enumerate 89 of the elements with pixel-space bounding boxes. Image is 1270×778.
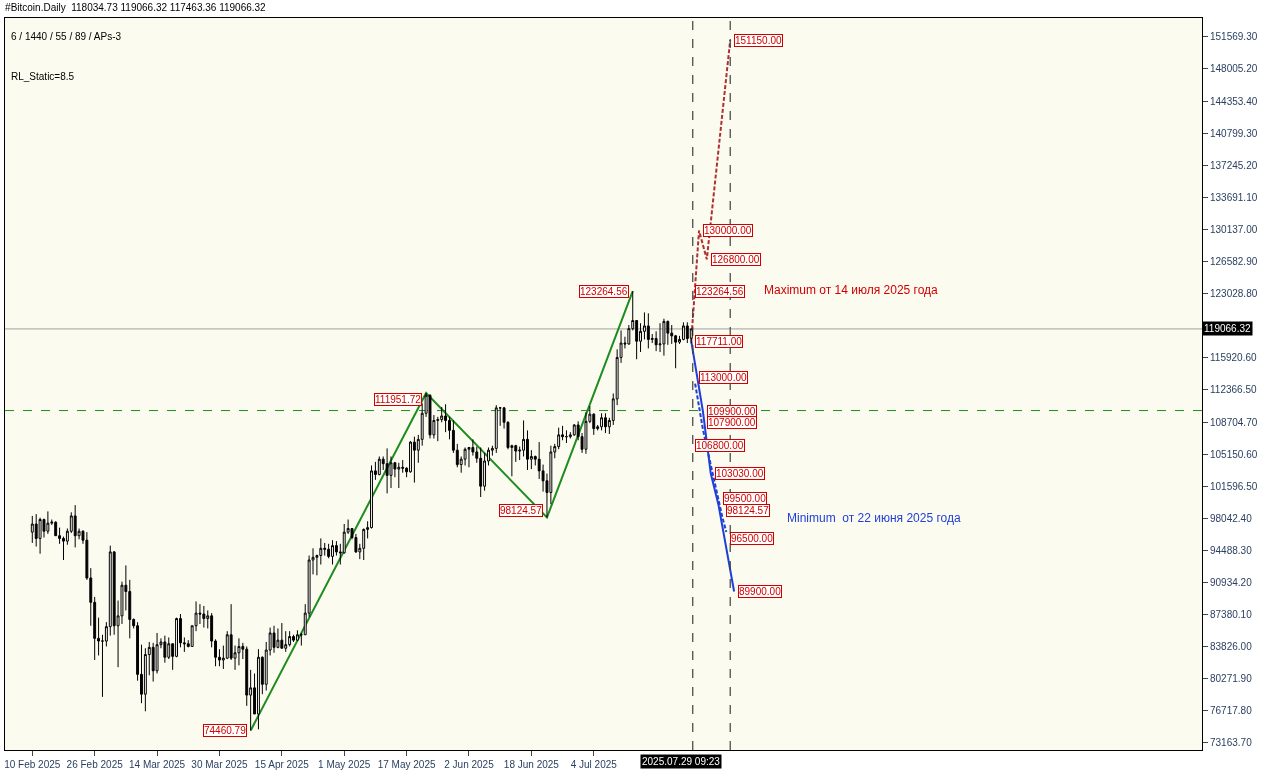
candlestick bbox=[600, 412, 604, 431]
candlestick bbox=[280, 622, 284, 649]
y-tick-label: 130137.00 bbox=[1210, 223, 1258, 235]
y-tick-label: 94488.30 bbox=[1210, 544, 1253, 556]
y-tick-label: 73163.70 bbox=[1210, 736, 1253, 748]
y-tick-label: 101596.50 bbox=[1210, 480, 1258, 492]
candlestick bbox=[73, 504, 77, 548]
candlestick bbox=[163, 635, 167, 664]
annotation: Maximum от 14 июля 2025 года bbox=[764, 283, 939, 297]
candlestick bbox=[565, 429, 568, 444]
y-tick-label: 148005.20 bbox=[1210, 62, 1258, 74]
candlestick bbox=[295, 629, 299, 642]
chart-title: #Bitcoin.Daily 118034.73 119066.32 117463.36 119066.32 bbox=[5, 1, 267, 13]
candlestick bbox=[276, 627, 280, 649]
annotation: Minimum от 22 июня 2025 года bbox=[787, 511, 961, 525]
candlestick bbox=[428, 393, 432, 439]
annotation: 117711.00 bbox=[696, 336, 743, 347]
x-tick-label: 18 Jun 2025 bbox=[503, 759, 560, 770]
y-tick-label: 83826.00 bbox=[1210, 640, 1253, 652]
y-tick-label: 133691.10 bbox=[1210, 191, 1258, 203]
candlestick bbox=[30, 515, 34, 544]
annotation: 106800.00 bbox=[696, 440, 744, 451]
x-tick-label: 4 Jul 2025 bbox=[570, 759, 618, 770]
annotation: 130000.00 bbox=[704, 225, 752, 236]
annotation: 126800.00 bbox=[712, 254, 760, 265]
x-tick-label: 30 Mar 2025 bbox=[191, 759, 248, 770]
y-tick-label: 90934.20 bbox=[1210, 576, 1253, 588]
x-tick-label: 10 Feb 2025 bbox=[4, 759, 61, 770]
y-tick-label: 112366.50 bbox=[1210, 383, 1257, 395]
annotation: 123264.56 bbox=[580, 286, 628, 297]
annotation: 109900.00 bbox=[708, 406, 756, 417]
y-tick-label: 140799.30 bbox=[1210, 127, 1258, 139]
annotation: 98124.57 bbox=[727, 505, 770, 516]
annotation: 123264.56 bbox=[696, 286, 744, 297]
candlestick bbox=[299, 632, 303, 647]
x-tick-label: 1 May 2025 bbox=[318, 759, 371, 770]
annotation: 103030.00 bbox=[716, 468, 764, 479]
candlestick bbox=[256, 648, 260, 730]
candlestick bbox=[494, 404, 498, 454]
candlestick bbox=[412, 436, 416, 484]
candlestick bbox=[397, 462, 401, 489]
y-tick-label: 87380.10 bbox=[1210, 608, 1253, 620]
text: 2025.07.29 09:23 bbox=[642, 756, 721, 767]
x-tick-label: 2 Jun 2025 bbox=[444, 759, 495, 770]
y-tick-label: 151569.30 bbox=[1210, 30, 1258, 42]
candlestick bbox=[479, 446, 483, 498]
candlestick bbox=[377, 455, 381, 476]
y-tick-label: 123028.80 bbox=[1210, 287, 1258, 299]
annotation: 99500.00 bbox=[724, 493, 767, 504]
candlestick bbox=[646, 312, 650, 349]
x-tick-label: 14 Mar 2025 bbox=[128, 759, 186, 770]
candlestick bbox=[202, 605, 206, 629]
x-tick-label: 15 Apr 2025 bbox=[254, 759, 310, 770]
candlestick bbox=[603, 412, 607, 434]
annotation: 107900.00 bbox=[708, 417, 756, 428]
y-tick-label: 105150.60 bbox=[1210, 448, 1258, 460]
annotation: 98124.57 bbox=[500, 505, 543, 516]
annotation: 111951.72 bbox=[375, 394, 422, 405]
annotation: 96500.00 bbox=[731, 533, 774, 544]
text: 6 / 1440 / 55 / 89 / APs-3 bbox=[11, 31, 122, 42]
y-tick-label: 76717.80 bbox=[1210, 704, 1253, 716]
candlestick bbox=[237, 637, 241, 666]
x-tick-label: 17 May 2025 bbox=[377, 759, 436, 770]
y-tick-label: 115920.60 bbox=[1210, 351, 1257, 363]
candlestick bbox=[658, 322, 662, 353]
y-tick-label: 144353.40 bbox=[1210, 95, 1258, 107]
candlestick bbox=[101, 634, 104, 698]
candlestick bbox=[38, 517, 42, 555]
y-tick-label: 98042.40 bbox=[1210, 512, 1253, 524]
candlestick bbox=[685, 321, 689, 344]
candlestick bbox=[385, 447, 389, 494]
annotation: 113000.00 bbox=[700, 372, 747, 383]
y-tick-label: 126582.90 bbox=[1210, 255, 1258, 267]
candlestick bbox=[331, 539, 334, 566]
y-tick-label: 108704.70 bbox=[1210, 416, 1258, 428]
annotation: 74460.79 bbox=[204, 725, 247, 736]
candlestick bbox=[572, 423, 576, 437]
ref-line-label: 119066.32 bbox=[1204, 323, 1251, 334]
candlestick bbox=[662, 318, 666, 357]
candlestick bbox=[681, 321, 685, 341]
candlestick bbox=[46, 510, 50, 535]
candlestick bbox=[272, 625, 276, 654]
candlestick bbox=[292, 634, 295, 643]
y-tick-label: 137245.20 bbox=[1210, 159, 1258, 171]
y-tick-label: 80271.90 bbox=[1210, 672, 1253, 684]
x-tick-label: 26 Feb 2025 bbox=[66, 759, 124, 770]
annotation: 151150.00 bbox=[735, 35, 782, 46]
annotation: RL_Static=8.5 bbox=[11, 71, 75, 82]
annotation: 89900.00 bbox=[739, 586, 782, 597]
